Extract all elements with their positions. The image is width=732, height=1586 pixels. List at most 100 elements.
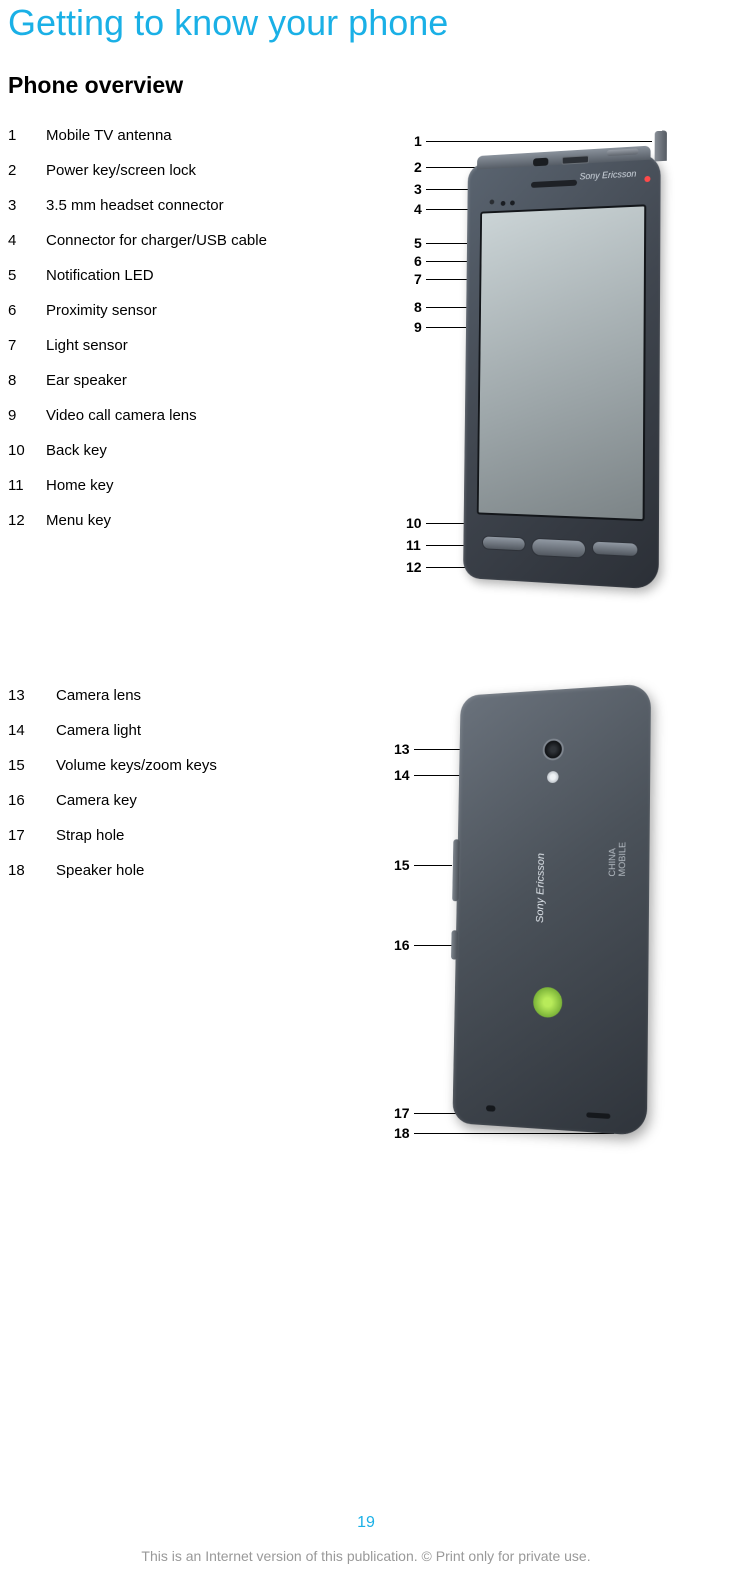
volume-keys-icon: [452, 839, 460, 901]
legend-number: 4: [8, 232, 46, 249]
legend-label: Camera light: [56, 722, 340, 739]
legend-row: 11Home key: [8, 477, 340, 494]
legend-number: 10: [8, 442, 46, 459]
legend-label: Mobile TV antenna: [46, 127, 340, 144]
usb-connector-icon: [562, 155, 589, 164]
legend-label: Strap hole: [56, 827, 340, 844]
menu-key-icon: [592, 541, 638, 558]
callout-number: 17: [394, 1105, 410, 1121]
callout-line: [414, 945, 452, 946]
legend-row: 12Menu key: [8, 512, 340, 529]
legend-row: 15Volume keys/zoom keys: [8, 757, 340, 774]
callout-number: 2: [414, 159, 422, 175]
callout-number: 13: [394, 741, 410, 757]
legend-label: Volume keys/zoom keys: [56, 757, 340, 774]
strap-hole-icon: [486, 1105, 495, 1112]
legend-number: 3: [8, 197, 46, 214]
callout-line: [414, 865, 452, 866]
ear-speaker-icon: [531, 180, 577, 188]
notification-led-icon: [490, 199, 495, 204]
legend-label: Connector for charger/USB cable: [46, 232, 340, 249]
footer-note: This is an Internet version of this publ…: [0, 1548, 732, 1564]
legend-number: 15: [8, 757, 56, 774]
screen-icon: [477, 204, 647, 521]
legend-row: 33.5 mm headset connector: [8, 197, 340, 214]
legend-row: 16Camera key: [8, 792, 340, 809]
back-view-section: 13Camera lens14Camera light15Volume keys…: [0, 687, 732, 1227]
legend-row: 9Video call camera lens: [8, 407, 340, 424]
legend-number: 6: [8, 302, 46, 319]
legend-number: 17: [8, 827, 56, 844]
callout-number: 1: [414, 133, 422, 149]
carrier-label-back: CHINA MOBILE: [607, 842, 627, 877]
headset-jack-icon: [533, 158, 548, 167]
callout-number: 15: [394, 857, 410, 873]
legend-label: Menu key: [46, 512, 340, 529]
legend-number: 12: [8, 512, 46, 529]
legend-label: Speaker hole: [56, 862, 340, 879]
callout-number: 5: [414, 235, 422, 251]
legend-number: 8: [8, 372, 46, 389]
antenna-icon: [655, 130, 667, 161]
legend-row: 13Camera lens: [8, 687, 340, 704]
legend-number: 2: [8, 162, 46, 179]
legend-label: Power key/screen lock: [46, 162, 340, 179]
camera-lens-icon: [543, 738, 564, 761]
phone-back-illustration: Sony Ericsson CHINA MOBILE: [450, 687, 660, 1147]
back-key-icon: [482, 535, 526, 551]
front-view-section: 1Mobile TV antenna2Power key/screen lock…: [0, 127, 732, 667]
logo-icon: [533, 987, 562, 1018]
callout-number: 10: [406, 515, 422, 531]
legend-row: 1Mobile TV antenna: [8, 127, 340, 144]
legend-label: 3.5 mm headset connector: [46, 197, 340, 214]
camera-light-icon: [546, 770, 560, 784]
legend-row: 8Ear speaker: [8, 372, 340, 389]
legend-label: Camera key: [56, 792, 340, 809]
legend-label: Proximity sensor: [46, 302, 340, 319]
proximity-sensor-icon: [501, 201, 506, 206]
legend-row: 2Power key/screen lock: [8, 162, 340, 179]
front-legend-table: 1Mobile TV antenna 2Power key/screen lock…: [0, 127, 340, 547]
legend-number: 5: [8, 267, 46, 284]
callout-number: 11: [406, 537, 421, 553]
callout-number: 16: [394, 937, 410, 953]
legend-label: Ear speaker: [46, 372, 340, 389]
legend-number: 16: [8, 792, 56, 809]
section-title: Phone overview: [0, 62, 732, 127]
phone-front-illustration: Sony Ericsson: [460, 127, 660, 582]
legend-row: 7Light sensor: [8, 337, 340, 354]
callout-number: 12: [406, 559, 422, 575]
brand-label-front: Sony Ericsson: [579, 169, 636, 182]
legend-number: 1: [8, 127, 46, 144]
page-title: Getting to know your phone: [0, 0, 732, 62]
legend-row: 4Connector for charger/USB cable: [8, 232, 340, 249]
legend-number: 9: [8, 407, 46, 424]
callout-number: 18: [394, 1125, 410, 1141]
callout-number: 7: [414, 271, 422, 287]
legend-label: Camera lens: [56, 687, 340, 704]
legend-row: 17Strap hole: [8, 827, 340, 844]
callout-number: 8: [414, 299, 422, 315]
legend-number: 18: [8, 862, 56, 879]
camera-key-icon: [451, 930, 458, 959]
legend-label: Notification LED: [46, 267, 340, 284]
legend-label: Back key: [46, 442, 340, 459]
back-legend-table: 13Camera lens 14Camera light 15Volume keys…: [0, 687, 340, 897]
callout-number: 4: [414, 201, 422, 217]
page-number: 19: [0, 1514, 732, 1532]
legend-row: 18Speaker hole: [8, 862, 340, 879]
light-sensor-icon: [510, 200, 515, 205]
legend-row: 14Camera light: [8, 722, 340, 739]
front-camera-icon: [644, 176, 650, 182]
callout-number: 6: [414, 253, 422, 269]
legend-number: 14: [8, 722, 56, 739]
callout-number: 14: [394, 767, 410, 783]
legend-row: 10Back key: [8, 442, 340, 459]
speaker-hole-icon: [586, 1112, 610, 1119]
legend-number: 7: [8, 337, 46, 354]
legend-label: Home key: [46, 477, 340, 494]
legend-number: 11: [8, 477, 46, 494]
callout-number: 9: [414, 319, 422, 335]
legend-label: Video call camera lens: [46, 407, 340, 424]
legend-number: 13: [8, 687, 56, 704]
